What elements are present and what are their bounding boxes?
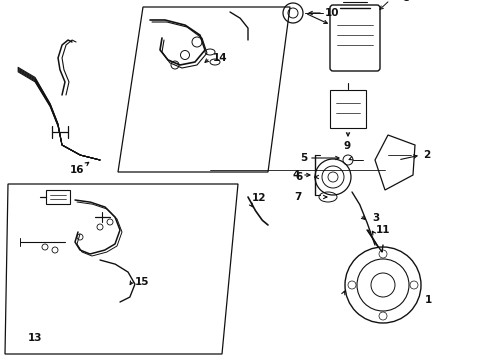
Text: 12: 12 [252, 193, 267, 203]
Text: 8: 8 [402, 0, 409, 3]
Text: 11: 11 [376, 225, 391, 235]
Text: 14: 14 [213, 53, 228, 63]
Text: 13: 13 [28, 333, 43, 343]
Text: 9: 9 [343, 141, 350, 151]
Text: 2: 2 [423, 150, 430, 160]
Text: 6: 6 [296, 172, 303, 182]
Text: 1: 1 [425, 295, 432, 305]
Text: 7: 7 [294, 192, 302, 202]
Text: 4: 4 [293, 170, 300, 180]
Text: 15: 15 [135, 277, 149, 287]
Text: 10: 10 [325, 8, 340, 18]
Text: 3: 3 [372, 213, 379, 223]
Text: 5: 5 [300, 153, 307, 163]
Text: 16: 16 [70, 165, 84, 175]
